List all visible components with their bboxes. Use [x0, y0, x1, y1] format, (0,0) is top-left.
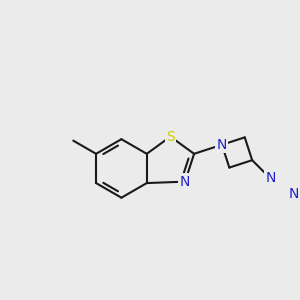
Text: N: N [180, 175, 190, 189]
Text: N: N [217, 138, 227, 152]
Text: N: N [288, 187, 298, 201]
Text: S: S [166, 130, 175, 144]
Text: N: N [265, 171, 275, 185]
